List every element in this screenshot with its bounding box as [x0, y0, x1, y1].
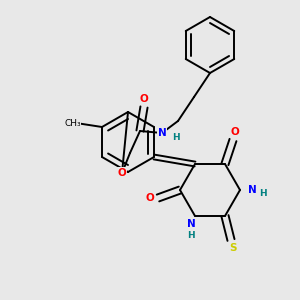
Text: N: N — [248, 185, 257, 195]
Text: H: H — [259, 188, 267, 197]
Text: O: O — [146, 193, 154, 203]
Text: CH₃: CH₃ — [64, 118, 81, 127]
Text: O: O — [72, 118, 80, 128]
Text: S: S — [229, 243, 237, 253]
Text: O: O — [118, 168, 126, 178]
Text: O: O — [140, 94, 148, 104]
Text: H: H — [187, 232, 195, 241]
Text: N: N — [158, 128, 166, 138]
Text: H: H — [172, 133, 180, 142]
Text: N: N — [187, 219, 195, 229]
Text: O: O — [231, 127, 239, 137]
